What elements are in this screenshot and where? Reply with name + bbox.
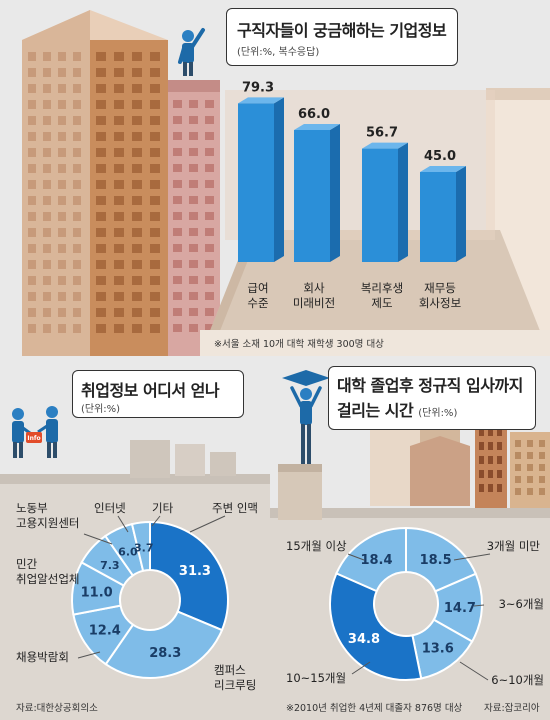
bar-category-label: 급여 [247,281,268,295]
bar-category-label: 회사정보 [419,296,461,310]
right-pie-illustration: 18.5 14.7 13.6 34.8 18.4 3개월 미만 3~6개월 6~10개월 10~… [270,370,550,720]
bar-value-label: 66.0 [298,107,330,122]
rooftop-block [130,440,170,478]
bar-value-label: 79.3 [242,80,274,95]
pie-value-label: 18.4 [360,553,392,568]
leader-line [347,553,365,561]
pie-value-label: 14.7 [444,601,476,616]
bar-top-1 [294,124,340,130]
pie-value-label: 12.4 [89,624,121,639]
bar-1 [294,130,330,262]
right-chart-title-line1: 대학 졸업후 정규직 입사까지 [337,376,523,395]
right-chart-footnote: ※2010년 취업한 4년제 대졸자 876명 대상 [286,703,463,714]
pie-category-label: 인터넷 [94,501,126,515]
top-chart-title: 구직자들이 궁금해하는 기업정보 [237,21,447,40]
top-chart-footnote: ※서울 소재 10개 대학 재학생 300명 대상 [214,339,384,350]
pie-value-label: 7.3 [100,559,120,572]
bar-category-label: 복리후생 [361,281,403,295]
right-chart-title-line2: 걸리는 시간 [337,401,414,420]
bar-side-2 [398,142,408,262]
pie-category-label: 3~6개월 [499,597,544,611]
bar-category-label: 제도 [371,296,392,310]
info-sign-text: Info [27,435,40,442]
left-chart-unit: (단위:%) [81,404,121,415]
bar-2 [362,148,398,262]
pie-category-label: 고용지원센터 [16,516,79,530]
pie-slice-3 [329,572,423,681]
bar-0 [238,103,274,263]
pie-value-label: 6.0 [118,546,138,559]
pie-value-label: 18.5 [420,553,452,568]
bar-top-3 [420,166,466,172]
leader-line [77,651,101,659]
pie-slice-0 [405,526,478,593]
pie-category-label: 채용박람회 [16,650,69,664]
pie-category-label: 6~10개월 [491,673,544,687]
pedestal [278,464,322,520]
pie-category-label: 3개월 미만 [487,539,541,553]
pie-category-label: 기타 [152,501,174,515]
pie-category-label: 10~15개월 [286,671,346,685]
bar-category-label: 수준 [247,296,268,310]
right-chart-unit: (단위:%) [418,408,458,419]
leader-line [189,515,226,533]
graduate-icon [282,370,330,464]
city-buildings [370,416,550,508]
bar-side-3 [456,166,466,262]
right-chart-source: 자료:잡코리아 [484,703,540,714]
top-title-bubble: 구직자들이 궁금해하는 기업정보 (단위:%, 복수응답) [226,8,458,66]
floor-plane [200,230,550,356]
man-pointing-icon [178,28,205,76]
bar-category-label: 재무등 [424,281,456,295]
bar-category-label: 회사 [303,281,325,295]
pie-slice-0 [149,520,229,632]
top-chart-panel: 79.3 급여 수준 66.0 회사 미래비전 56.7 복리후생 제도 45.0 재무등 회사정보 … [0,0,550,356]
pie-category-label: 주변 인맥 [212,501,258,515]
pie-value-label: 13.6 [422,642,454,657]
pie-category-label: 캠퍼스 [214,663,246,677]
right-pie-panel: 18.5 14.7 13.6 34.8 18.4 3개월 미만 3~6개월 6~10개월 10~… [270,356,550,720]
leader-line [83,533,113,545]
bar-value-label: 56.7 [366,126,398,141]
leader-line [453,553,491,561]
pie-slice-1 [104,610,224,679]
pie-value-label: 3.7 [134,541,154,554]
pie-category-label: 15개월 이상 [286,539,347,553]
leader-line [351,661,371,675]
left-title-bubble: 취업정보 어디서 얻나 (단위:%) [72,370,244,418]
leader-line [473,604,485,607]
pie-value-label: 34.8 [348,632,380,647]
pie-category-label: 리크루팅 [214,678,256,692]
pie-slice-6 [130,520,151,573]
bar-side-1 [330,124,340,262]
two-men-handshake-icon: Info [12,406,58,458]
pie-slice-4 [335,526,407,593]
pie-value-label: 31.3 [179,564,211,579]
right-pie-chart: 18.5 14.7 13.6 34.8 18.4 3개월 미만 3~6개월 6~10개월 10~… [286,526,544,687]
left-pie-illustration: Info 31.3 28.3 12.4 11.0 7.36.03.7 주변 인맥캠퍼스리크… [0,406,270,720]
leader-line [151,515,161,527]
bar-3 [420,172,456,262]
pie-value-label: 28.3 [149,646,181,661]
leader-line [117,515,129,533]
bar-top-0 [238,97,284,104]
right-title-bubble: 대학 졸업후 정규직 입사까지 걸리는 시간 (단위:%) [328,366,536,430]
pie-value-label: 11.0 [81,586,113,601]
bar-side-0 [274,97,284,263]
pie-category-label: 민간 [16,557,38,571]
bar-category-label: 미래비전 [293,296,335,310]
leader-line [459,661,489,681]
left-chart-source: 자료:대한상공회의소 [16,703,98,714]
pie-category-label: 취업알선업체 [16,572,79,586]
bar-value-label: 45.0 [424,149,456,164]
left-chart-title: 취업정보 어디서 얻나 [81,381,220,400]
pie-category-label: 노동부 [16,501,48,515]
bar-top-2 [362,142,408,149]
right-chart-title-line2-row: 걸리는 시간 (단위:%) [337,397,457,421]
top-chart-unit: (단위:%, 복수응답) [237,47,320,58]
